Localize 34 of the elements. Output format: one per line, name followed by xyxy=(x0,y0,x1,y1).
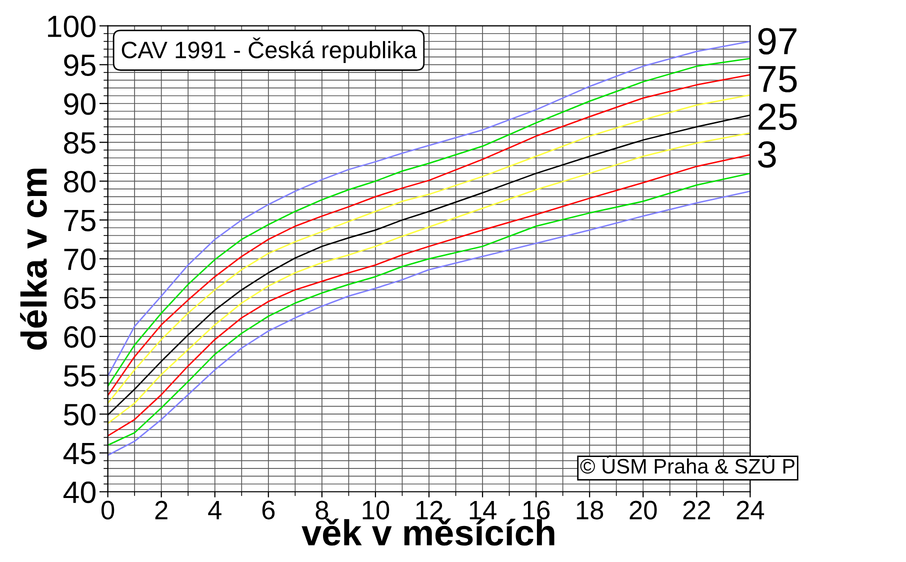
x-tick-label: 14 xyxy=(470,501,496,520)
y-tick-label: 60 xyxy=(64,326,96,348)
x-tick-label: 8 xyxy=(316,500,328,520)
x-tick-label: 0 xyxy=(102,500,114,520)
x-tick-label: 12 xyxy=(416,500,442,520)
y-tick-label: 75 xyxy=(64,210,96,232)
text: 3 xyxy=(758,141,776,168)
x-tick-label: 22 xyxy=(683,500,710,520)
y-axis-title: délka v cm xyxy=(20,168,47,350)
y-tick-label: 55 xyxy=(64,365,96,387)
y-tick-label: 45 xyxy=(63,442,96,464)
text: CAV 1991 - Česká republika xyxy=(122,38,417,64)
y-tick-label: 50 xyxy=(64,404,96,426)
y-tick-label: 85 xyxy=(64,132,96,154)
text: 75 xyxy=(758,66,797,92)
x-tick-label: 10 xyxy=(362,500,390,520)
y-tick-label: 95 xyxy=(64,54,96,76)
x-axis-title: věk v měsících xyxy=(302,518,554,546)
y-tick-label: 100 xyxy=(48,16,96,38)
x-tick-label: 18 xyxy=(576,500,604,520)
text: 97 xyxy=(758,28,796,55)
y-tick-label: 65 xyxy=(64,287,96,309)
x-tick-label: 24 xyxy=(736,500,764,520)
x-tick-label: 20 xyxy=(630,500,657,520)
x-tick-label: 4 xyxy=(208,501,222,520)
y-tick-label: 80 xyxy=(64,170,96,193)
annotation: © ÚSM Praha & SZÚ P xyxy=(580,455,794,474)
x-tick-label: 16 xyxy=(523,500,550,520)
y-tick-label: 40 xyxy=(63,481,96,504)
y-tick-label: 90 xyxy=(64,93,96,115)
x-tick-label: 6 xyxy=(262,500,275,520)
x-tick-label: 2 xyxy=(155,500,168,520)
text: 25 xyxy=(758,103,797,130)
y-tick-label: 70 xyxy=(64,248,96,270)
